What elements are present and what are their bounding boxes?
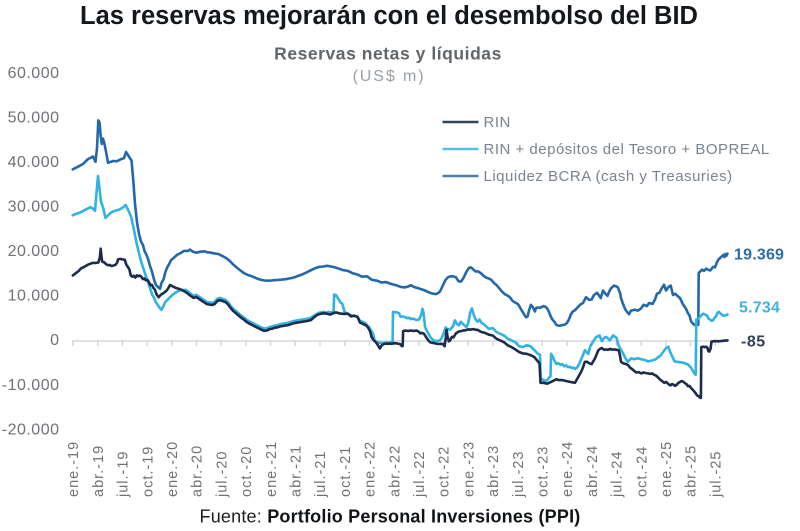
svg-text:10.000: 10.000 — [8, 288, 60, 305]
svg-text:jul.-20: jul.-20 — [214, 451, 230, 499]
svg-text:RIN: RIN — [484, 114, 511, 131]
svg-text:jul.-23: jul.-23 — [511, 451, 527, 499]
svg-text:jul.-24: jul.-24 — [610, 451, 626, 499]
svg-text:abr.-21: abr.-21 — [289, 445, 305, 497]
svg-text:ene.-23: ene.-23 — [461, 441, 477, 497]
svg-text:oct.-23: oct.-23 — [536, 446, 552, 497]
svg-text:jul.-21: jul.-21 — [313, 451, 329, 499]
svg-text:ene.-22: ene.-22 — [363, 441, 379, 497]
svg-text:oct.-20: oct.-20 — [239, 446, 255, 497]
svg-text:0: 0 — [50, 332, 59, 349]
svg-text:Fuente: Portfolio Personal Inv: Fuente: Portfolio Personal Inversiones (… — [200, 507, 581, 527]
svg-text:oct.-21: oct.-21 — [338, 446, 354, 497]
svg-text:-20.000: -20.000 — [2, 421, 60, 438]
svg-text:ene.-19: ene.-19 — [66, 441, 82, 497]
svg-text:Liquidez BCRA (cash y Treasuri: Liquidez BCRA (cash y Treasuries) — [484, 168, 733, 185]
svg-text:Las reservas mejorarán con el: Las reservas mejorarán con el desembolso… — [80, 2, 698, 30]
svg-text:50.000: 50.000 — [8, 109, 60, 126]
svg-text:5.734: 5.734 — [739, 300, 780, 317]
svg-text:jul.-19: jul.-19 — [116, 451, 132, 499]
svg-text:abr.-22: abr.-22 — [387, 445, 403, 497]
svg-text:abr.-20: abr.-20 — [190, 445, 206, 497]
svg-text:30.000: 30.000 — [8, 199, 60, 216]
svg-text:Reservas netas y líquidas: Reservas netas y líquidas — [274, 44, 502, 64]
svg-text:abr.-24: abr.-24 — [585, 445, 601, 497]
svg-text:jul.-25: jul.-25 — [708, 451, 724, 499]
svg-text:abr.-25: abr.-25 — [684, 445, 700, 497]
svg-text:ene.-20: ene.-20 — [165, 441, 181, 497]
svg-text:jul.-22: jul.-22 — [412, 451, 428, 499]
svg-text:oct.-22: oct.-22 — [437, 446, 453, 497]
svg-text:abr.-23: abr.-23 — [486, 445, 502, 497]
svg-text:-85: -85 — [741, 334, 766, 351]
svg-text:19.369: 19.369 — [734, 247, 784, 264]
svg-text:-10.000: -10.000 — [2, 377, 60, 394]
svg-text:RIN + depósitos del Tesoro + B: RIN + depósitos del Tesoro + BOPREAL — [484, 141, 770, 158]
svg-text:40.000: 40.000 — [8, 154, 60, 171]
svg-text:(US$ m): (US$ m) — [353, 68, 426, 85]
svg-text:ene.-24: ene.-24 — [560, 441, 576, 497]
svg-text:ene.-25: ene.-25 — [659, 441, 675, 497]
svg-text:60.000: 60.000 — [8, 65, 60, 82]
svg-text:abr.-19: abr.-19 — [91, 445, 107, 497]
svg-text:oct.-19: oct.-19 — [140, 446, 156, 497]
svg-text:20.000: 20.000 — [8, 243, 60, 260]
svg-text:ene.-21: ene.-21 — [264, 441, 280, 497]
svg-text:oct.-24: oct.-24 — [634, 446, 650, 497]
